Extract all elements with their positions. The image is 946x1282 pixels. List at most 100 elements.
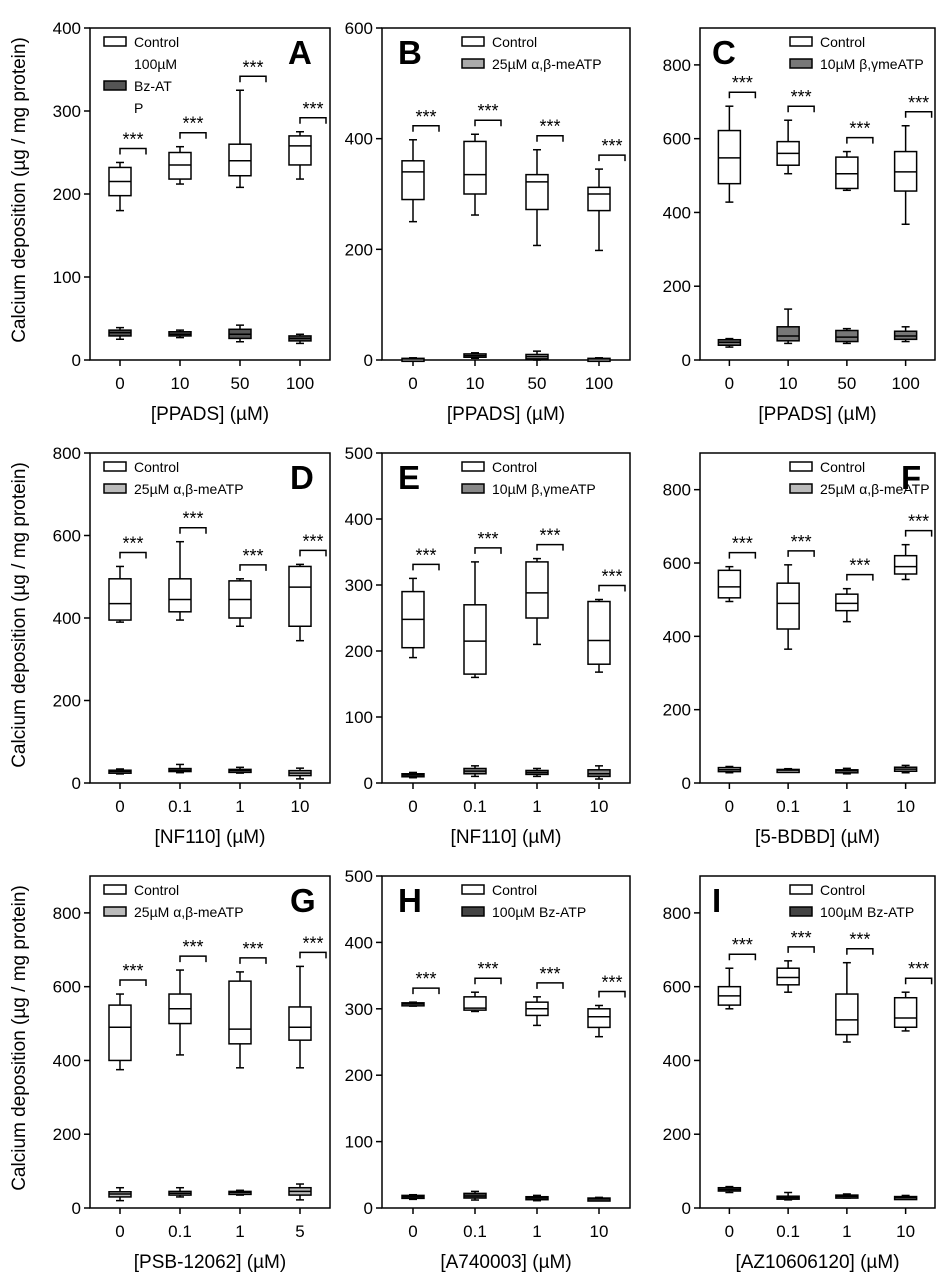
box-control-2: [525, 996, 549, 1027]
plot-frame: [699, 875, 936, 1209]
legend-swatch: [789, 483, 813, 494]
y-tick-label: 400: [53, 1051, 81, 1070]
box-body: [776, 967, 800, 986]
significance-label: ***: [302, 933, 323, 953]
box-treated-2: [525, 350, 549, 361]
box-control-0: [108, 565, 132, 623]
y-tick-label: 400: [345, 933, 373, 952]
box-treated-1: [776, 767, 800, 774]
plot-frame: [381, 452, 631, 784]
box-treated-0: [401, 357, 425, 363]
legend-label: 25µM α,β-meATP: [134, 904, 244, 920]
box-body: [835, 156, 859, 190]
box-body: [168, 578, 192, 613]
significance-bracket: [119, 979, 147, 987]
significance-label: ***: [122, 129, 143, 149]
legend-label: Control: [492, 882, 537, 898]
box-body: [587, 600, 611, 665]
x-tick-label: 50: [528, 374, 547, 393]
significance-bracket: [239, 564, 267, 571]
y-tick-label: 500: [345, 867, 373, 886]
x-tick-label: 1: [235, 797, 244, 816]
y-tick-label: 0: [72, 1199, 81, 1218]
box-body: [717, 569, 742, 599]
x-tick-label: 10: [779, 374, 798, 393]
significance-label: ***: [732, 73, 753, 93]
box-control-1: [776, 960, 800, 993]
significance-bracket: [412, 987, 440, 995]
box-treated-3: [288, 767, 312, 780]
box-control-1: [168, 540, 192, 621]
significance-bracket: [787, 550, 815, 557]
x-tick-label: 0: [115, 374, 124, 393]
significance-label: ***: [477, 959, 498, 979]
y-tick-label: 200: [53, 185, 81, 204]
panel-letter: B: [398, 34, 422, 71]
legend-label: 10µM β,γmeATP: [820, 56, 924, 72]
box-control-3: [893, 543, 918, 581]
y-tick-label: 400: [345, 510, 373, 529]
box-control-2: [525, 148, 549, 247]
box-body: [835, 993, 859, 1036]
significance-bracket: [728, 953, 757, 961]
x-tick-label: 10: [291, 797, 310, 816]
y-tick-label: 300: [345, 576, 373, 595]
panel-d: 0 200 400 600 800 0 0.1 1 10 [NF110] (µM) D Control…: [53, 444, 331, 848]
legend-swatch: [103, 461, 127, 472]
legend-swatch: [461, 36, 485, 47]
significance-bracket: [412, 563, 440, 571]
significance-bracket: [846, 573, 874, 581]
box-body: [587, 1008, 611, 1029]
box-treated-3: [288, 333, 312, 345]
significance-label: ***: [849, 930, 870, 950]
x-tick-label: 10: [896, 1222, 915, 1241]
significance-bracket: [179, 526, 207, 534]
legend-label: 25µM α,β-meATP: [492, 56, 602, 72]
box-control-1: [463, 991, 487, 1013]
panel-letter: I: [712, 882, 721, 919]
significance-label: ***: [539, 526, 560, 546]
legend-swatch: [789, 58, 813, 69]
box-control-3: [587, 1004, 611, 1038]
box-control-2: [835, 961, 859, 1043]
box-body: [288, 135, 312, 166]
box-control-2: [835, 587, 859, 623]
box-control-3: [288, 563, 312, 642]
significance-bracket: [119, 551, 147, 559]
significance-bracket: [904, 111, 933, 118]
x-tick-label: 0: [725, 374, 734, 393]
x-tick-label: 1: [842, 797, 851, 816]
box-treated-0: [717, 1185, 742, 1194]
x-tick-label: 0.1: [168, 1222, 192, 1241]
box-treated-3: [587, 1196, 611, 1202]
y-tick-label: 600: [345, 19, 373, 38]
box-treated-3: [893, 326, 918, 343]
x-tick-label: 0.1: [168, 797, 192, 816]
significance-label: ***: [908, 959, 929, 979]
y-tick-label: 800: [53, 444, 81, 463]
y-tick-label: 100: [345, 1133, 373, 1152]
panel-letter: E: [398, 459, 420, 496]
y-tick-label: 200: [53, 692, 81, 711]
legend-label: Control: [820, 882, 865, 898]
box-treated-3: [587, 765, 611, 780]
box-treated-1: [776, 308, 800, 345]
box-body: [401, 160, 425, 201]
y-tick-label: 300: [345, 1000, 373, 1019]
box-control-0: [108, 161, 132, 212]
box-control-3: [893, 125, 918, 225]
box-treated-0: [108, 1186, 132, 1202]
x-tick-label: 10: [466, 374, 485, 393]
legend-swatch: [461, 906, 485, 917]
legend-swatch: [461, 884, 485, 895]
significance-label: ***: [415, 545, 436, 565]
plot-frame: [699, 27, 936, 361]
box-control-2: [228, 578, 252, 627]
significance-label: ***: [302, 99, 323, 119]
plot-frame: [89, 875, 331, 1209]
plot-frame: [381, 27, 631, 361]
significance-bracket: [299, 117, 327, 124]
significance-label: ***: [122, 533, 143, 553]
y-tick-label: 0: [682, 1199, 691, 1218]
